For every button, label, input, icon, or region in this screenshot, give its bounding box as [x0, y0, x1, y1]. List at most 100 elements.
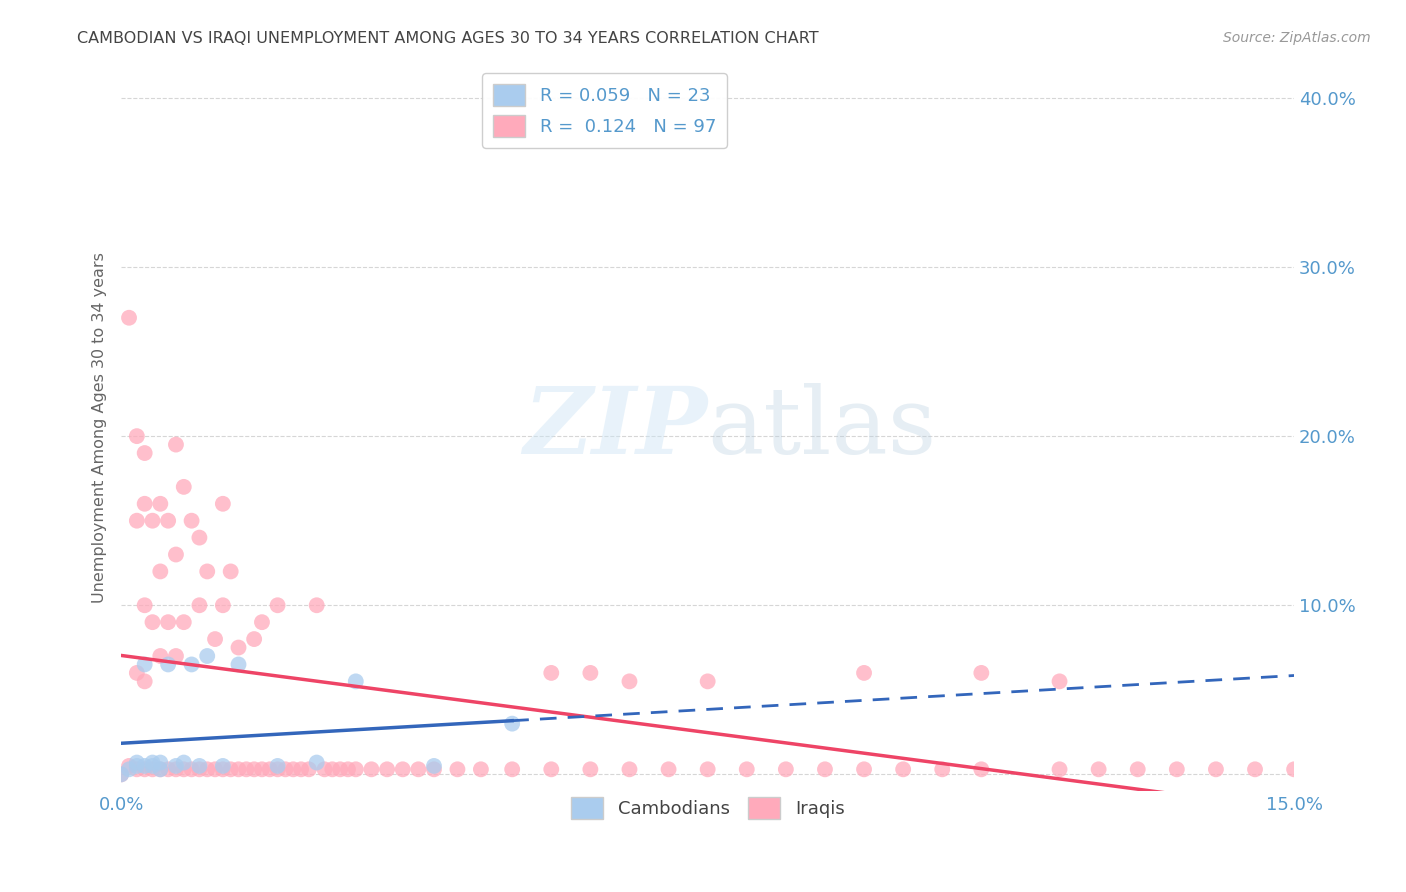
Point: [118, 310, 141, 325]
Point: [408, 762, 430, 776]
Point: [329, 762, 352, 776]
Point: [579, 665, 602, 680]
Point: [165, 762, 187, 776]
Point: [149, 497, 172, 511]
Point: [134, 657, 156, 672]
Text: Source: ZipAtlas.com: Source: ZipAtlas.com: [1223, 31, 1371, 45]
Point: [228, 640, 250, 655]
Point: [165, 759, 187, 773]
Point: [1126, 762, 1149, 776]
Point: [134, 762, 156, 776]
Point: [141, 514, 163, 528]
Point: [134, 599, 156, 613]
Point: [134, 759, 156, 773]
Point: [195, 648, 218, 663]
Point: [814, 762, 837, 776]
Point: [344, 762, 367, 776]
Point: [266, 759, 288, 773]
Point: [141, 762, 163, 776]
Point: [195, 565, 218, 579]
Point: [1087, 762, 1109, 776]
Point: [212, 762, 235, 776]
Point: [110, 767, 132, 781]
Point: [125, 762, 148, 776]
Point: [118, 762, 141, 776]
Point: [235, 762, 257, 776]
Point: [775, 762, 797, 776]
Point: [970, 762, 993, 776]
Point: [180, 514, 202, 528]
Point: [134, 446, 156, 460]
Point: [125, 756, 148, 770]
Point: [125, 514, 148, 528]
Point: [1049, 674, 1071, 689]
Point: [290, 762, 312, 776]
Point: [423, 759, 446, 773]
Point: [118, 759, 141, 773]
Point: [149, 648, 172, 663]
Point: [853, 762, 876, 776]
Point: [243, 632, 266, 646]
Point: [157, 615, 180, 630]
Point: [250, 615, 273, 630]
Point: [696, 674, 718, 689]
Point: [165, 548, 187, 562]
Point: [228, 762, 250, 776]
Point: [658, 762, 681, 776]
Point: [360, 762, 382, 776]
Point: [219, 762, 242, 776]
Point: [696, 762, 718, 776]
Point: [204, 762, 226, 776]
Point: [1166, 762, 1188, 776]
Point: [274, 762, 297, 776]
Point: [228, 657, 250, 672]
Point: [336, 762, 359, 776]
Point: [266, 762, 288, 776]
Point: [188, 599, 211, 613]
Point: [125, 759, 148, 773]
Point: [305, 599, 328, 613]
Point: [314, 762, 336, 776]
Point: [891, 762, 914, 776]
Y-axis label: Unemployment Among Ages 30 to 34 years: Unemployment Among Ages 30 to 34 years: [93, 252, 107, 603]
Point: [423, 762, 446, 776]
Point: [501, 716, 523, 731]
Point: [157, 657, 180, 672]
Point: [204, 632, 226, 646]
Point: [250, 762, 273, 776]
Point: [188, 762, 211, 776]
Point: [501, 762, 523, 776]
Point: [149, 762, 172, 776]
Point: [219, 565, 242, 579]
Point: [931, 762, 953, 776]
Point: [446, 762, 468, 776]
Point: [1049, 762, 1071, 776]
Point: [188, 759, 211, 773]
Point: [173, 615, 195, 630]
Point: [134, 674, 156, 689]
Point: [391, 762, 413, 776]
Point: [212, 759, 235, 773]
Point: [579, 762, 602, 776]
Point: [375, 762, 398, 776]
Point: [134, 497, 156, 511]
Point: [212, 497, 235, 511]
Point: [157, 762, 180, 776]
Point: [173, 756, 195, 770]
Point: [173, 480, 195, 494]
Point: [853, 665, 876, 680]
Point: [540, 762, 562, 776]
Point: [125, 665, 148, 680]
Point: [188, 531, 211, 545]
Point: [149, 756, 172, 770]
Point: [141, 615, 163, 630]
Point: [619, 762, 641, 776]
Point: [344, 674, 367, 689]
Legend: Cambodians, Iraqis: Cambodians, Iraqis: [564, 789, 852, 826]
Point: [619, 674, 641, 689]
Point: [125, 429, 148, 443]
Point: [540, 665, 562, 680]
Point: [735, 762, 758, 776]
Point: [165, 648, 187, 663]
Point: [243, 762, 266, 776]
